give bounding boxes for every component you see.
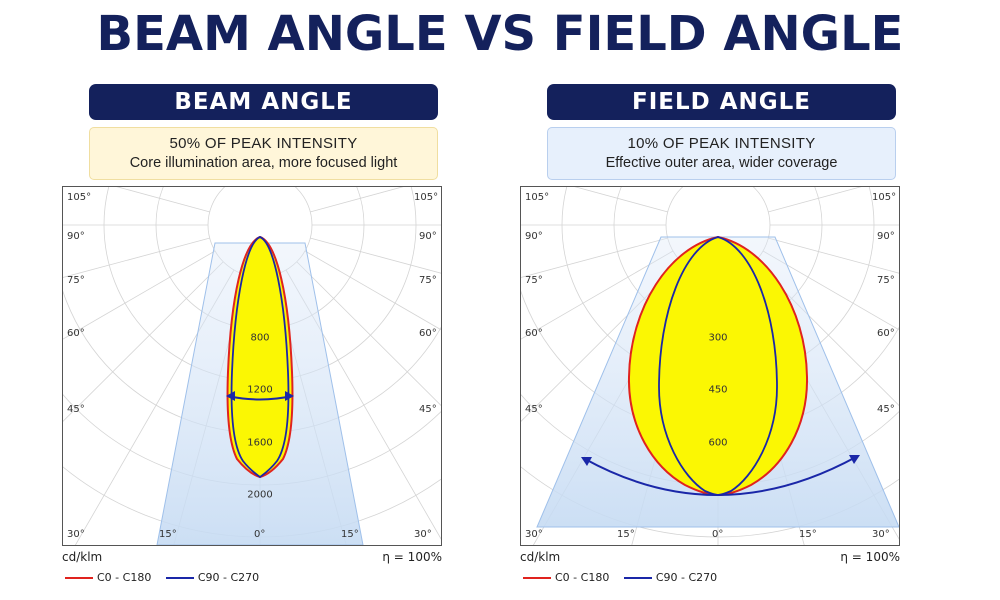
angle-label-15-left: 15° bbox=[159, 529, 177, 540]
angle-label-45-right: 45° bbox=[877, 404, 895, 415]
radial-label-800: 800 bbox=[250, 332, 270, 344]
field-angle-header: FIELD ANGLE bbox=[547, 84, 896, 120]
field-arrowhead-right bbox=[849, 455, 860, 464]
field-angle-subtitle: 10% OF PEAK INTENSITY bbox=[627, 135, 816, 152]
angle-label-45-left: 45° bbox=[525, 404, 543, 415]
legend-label-c0: C0 - C180 bbox=[97, 571, 152, 584]
angle-label-45-right: 45° bbox=[419, 404, 437, 415]
beam-arrowhead-right bbox=[285, 391, 294, 401]
radial-label-600: 600 bbox=[708, 437, 728, 449]
legend-item-c90: C90 - C270 bbox=[621, 571, 717, 584]
field-angle-polar-plot: 105° 105° 90° 90° 75° 75° 60° 60° 45° 45… bbox=[520, 186, 900, 546]
radial-label-450: 450 bbox=[708, 384, 728, 396]
legend-label-c90: C90 - C270 bbox=[197, 571, 260, 584]
main-title: BEAM ANGLE VS FIELD ANGLE bbox=[96, 6, 904, 62]
beam-angle-header: BEAM ANGLE bbox=[89, 84, 438, 120]
field-angle-arrow bbox=[584, 456, 857, 496]
angle-label-90-right: 90° bbox=[419, 231, 437, 242]
field-angle-info-box: 10% OF PEAK INTENSITY Effective outer ar… bbox=[547, 127, 896, 180]
angle-label-60-right: 60° bbox=[419, 328, 437, 339]
field-arrowhead-left bbox=[581, 457, 592, 466]
angle-label-105-right: 105° bbox=[414, 192, 439, 203]
angle-label-15-left: 15° bbox=[617, 529, 635, 540]
angle-label-45-left: 45° bbox=[67, 404, 85, 415]
beam-angle-description: Core illumination area, more focused lig… bbox=[129, 155, 398, 171]
intensity-units: cd/klm bbox=[520, 550, 561, 564]
beam-angle-subtitle: 50% OF PEAK INTENSITY bbox=[169, 135, 358, 152]
angle-label-75-left: 75° bbox=[67, 275, 85, 286]
angle-label-60-right: 60° bbox=[877, 328, 895, 339]
angle-label-15-right: 15° bbox=[799, 529, 817, 540]
beam-polar-svg bbox=[63, 187, 441, 545]
angle-label-105-left: 105° bbox=[525, 192, 550, 203]
legend-swatch-blue bbox=[623, 577, 652, 579]
angle-label-30-right: 30° bbox=[872, 529, 890, 540]
angle-label-90-left: 90° bbox=[525, 231, 543, 242]
angle-label-75-right: 75° bbox=[877, 275, 895, 286]
beam-angle-polar-plot: 105° 105° 90° 90° 75° 75° 60° 60° 45° 45… bbox=[62, 186, 442, 546]
angle-label-0: 0° bbox=[254, 529, 266, 540]
legend-swatch-red bbox=[65, 577, 93, 579]
legend-swatch-blue bbox=[165, 577, 194, 579]
radial-label-1200: 1200 bbox=[247, 384, 273, 396]
angle-label-30-left: 30° bbox=[525, 529, 543, 540]
beam-angle-info-box: 50% OF PEAK INTENSITY Core illumination … bbox=[89, 127, 438, 180]
angle-label-75-left: 75° bbox=[525, 275, 543, 286]
angle-label-90-right: 90° bbox=[877, 231, 895, 242]
angle-label-30-left: 30° bbox=[67, 529, 85, 540]
legend: C0 - C180 C90 - C270 bbox=[62, 571, 267, 587]
angle-label-60-left: 60° bbox=[525, 328, 543, 339]
c90-c270-curve bbox=[230, 236, 290, 479]
field-angle-panel: FIELD ANGLE 10% OF PEAK INTENSITY Effect… bbox=[520, 84, 900, 596]
angle-label-105-left: 105° bbox=[67, 192, 92, 203]
legend-swatch-red bbox=[523, 577, 551, 579]
legend-label-c0: C0 - C180 bbox=[555, 571, 610, 584]
angle-label-60-left: 60° bbox=[67, 328, 85, 339]
angle-label-105-right: 105° bbox=[872, 192, 897, 203]
legend: C0 - C180 C90 - C270 bbox=[520, 571, 725, 587]
field-polar-svg bbox=[521, 187, 899, 545]
beam-angle-panel: BEAM ANGLE 50% OF PEAK INTENSITY Core il… bbox=[62, 84, 442, 596]
legend-item-c0: C0 - C180 bbox=[520, 571, 609, 584]
field-angle-description: Effective outer area, wider coverage bbox=[605, 155, 838, 171]
radial-label-2000: 2000 bbox=[247, 489, 273, 501]
angle-label-15-right: 15° bbox=[341, 529, 359, 540]
intensity-units: cd/klm bbox=[62, 550, 103, 564]
legend-item-c90: C90 - C270 bbox=[163, 571, 259, 584]
legend-item-c0: C0 - C180 bbox=[62, 571, 151, 584]
efficiency-label: η = 100% bbox=[840, 550, 900, 564]
legend-label-c90: C90 - C270 bbox=[655, 571, 718, 584]
angle-label-75-right: 75° bbox=[419, 275, 437, 286]
beam-arrowhead-left bbox=[226, 391, 235, 401]
angle-label-0: 0° bbox=[712, 529, 724, 540]
angle-label-30-right: 30° bbox=[414, 529, 432, 540]
angle-label-90-left: 90° bbox=[67, 231, 85, 242]
radial-label-1600: 1600 bbox=[247, 437, 273, 449]
efficiency-label: η = 100% bbox=[382, 550, 442, 564]
radial-label-300: 300 bbox=[708, 332, 728, 344]
